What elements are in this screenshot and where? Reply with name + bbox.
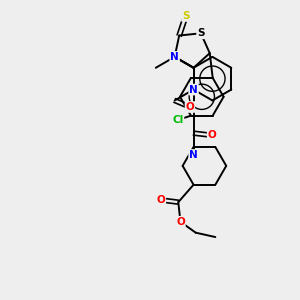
Text: O: O [185,102,194,112]
Text: O: O [176,217,185,227]
Text: N: N [189,150,198,160]
Text: O: O [157,195,165,205]
Text: S: S [182,11,190,21]
Text: N: N [170,52,179,62]
Text: N: N [189,85,198,94]
Text: Cl: Cl [172,115,184,125]
Text: S: S [197,28,205,38]
Text: O: O [208,130,216,140]
